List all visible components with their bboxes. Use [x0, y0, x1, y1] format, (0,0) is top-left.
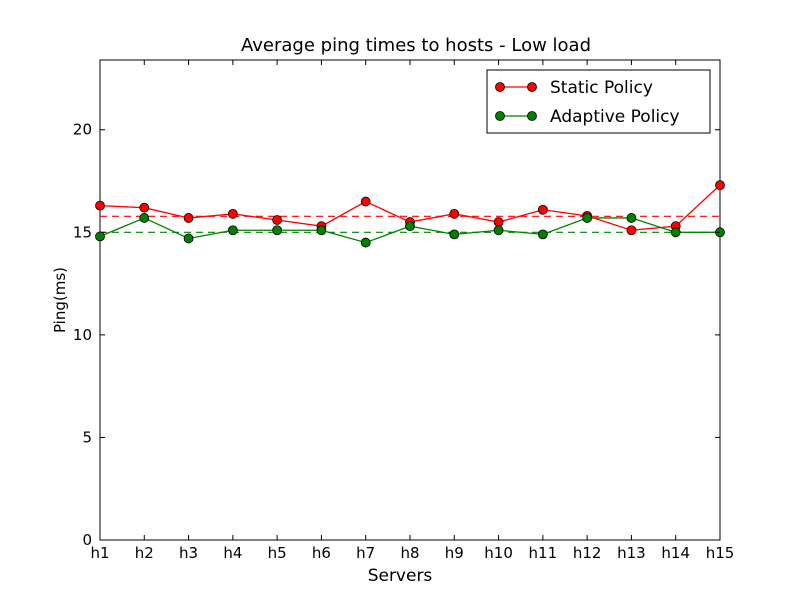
data-point-static: [183, 213, 194, 223]
data-point-adaptive: [670, 227, 681, 238]
data-point-static: [626, 225, 637, 236]
data-point-adaptive: [493, 225, 504, 236]
series-layer: [95, 180, 725, 248]
legend-box: [486, 69, 711, 134]
data-point-static: [272, 215, 283, 225]
x-tick-label: h10: [484, 544, 513, 562]
series-adaptive: [95, 213, 725, 248]
legend: Static Policy Adaptive Policy: [486, 69, 711, 134]
y-tick-label: 10: [73, 326, 92, 344]
mean-lines: [100, 215, 720, 233]
legend-item-adaptive: Adaptive Policy: [495, 107, 680, 127]
x-tick-label: h5: [268, 544, 287, 562]
data-point-adaptive: [183, 233, 194, 244]
data-point-static: [715, 180, 725, 191]
x-tick-label: h12: [573, 544, 602, 562]
data-point-adaptive: [405, 221, 415, 232]
x-tick-label: h6: [312, 544, 331, 562]
x-tick-label: h14: [661, 544, 690, 562]
legend-marker-adaptive: [527, 111, 537, 121]
data-point-adaptive: [360, 237, 371, 248]
data-point-adaptive: [537, 229, 548, 240]
chart-title: Average ping times to hosts - Low load: [241, 35, 591, 56]
data-point-adaptive: [95, 231, 105, 242]
y-tick-label: 15: [73, 223, 92, 241]
data-point-adaptive: [626, 213, 637, 223]
x-tick-label: h11: [529, 544, 558, 562]
data-point-adaptive: [449, 229, 460, 240]
legend-marker-adaptive: [495, 111, 505, 121]
legend-marker-static: [527, 82, 537, 92]
plot-area: h1 h2 h3 h4 h5 h6 h7 h8 h9 h10 h11 h12 h13 h14 h15 0 5 1…: [73, 59, 734, 562]
x-axis-label: Servers: [368, 566, 433, 586]
x-tick-label: h9: [445, 544, 464, 562]
y-tick-label: 0: [82, 531, 92, 549]
data-point-adaptive: [139, 213, 150, 223]
y-axis-label: Ping(ms): [51, 267, 69, 333]
data-point-static: [537, 204, 548, 215]
x-axis-ticks: h1 h2 h3 h4 h5 h6 h7 h8 h9 h10 h11 h12 h13 h14 h15: [90, 60, 734, 562]
x-tick-label: h8: [400, 544, 419, 562]
legend-label-adaptive: Adaptive Policy: [550, 107, 680, 127]
y-tick-label: 5: [82, 428, 92, 446]
data-point-adaptive: [227, 225, 238, 236]
x-tick-label: h13: [617, 544, 646, 562]
x-tick-label: h15: [706, 544, 735, 562]
data-point-static: [493, 217, 504, 227]
x-tick-label: h2: [135, 544, 154, 562]
data-point-static: [227, 208, 238, 219]
legend-label-static: Static Policy: [550, 78, 653, 98]
legend-item-static: Static Policy: [495, 78, 653, 98]
legend-marker-static: [495, 82, 505, 92]
x-tick-label: h3: [179, 544, 198, 562]
data-point-static: [139, 202, 150, 213]
x-tick-label: h7: [356, 544, 375, 562]
x-tick-label: h4: [223, 544, 242, 562]
y-tick-label: 20: [73, 121, 92, 139]
data-point-static: [449, 208, 460, 219]
y-axis-ticks: 0 5 10 15 20: [73, 121, 720, 549]
data-point-static: [95, 200, 105, 211]
data-point-adaptive: [272, 225, 283, 236]
x-tick-label: h1: [90, 544, 109, 562]
data-point-static: [360, 196, 371, 207]
plot-frame: [99, 59, 721, 541]
data-point-adaptive: [582, 213, 593, 223]
data-point-adaptive: [316, 225, 327, 236]
